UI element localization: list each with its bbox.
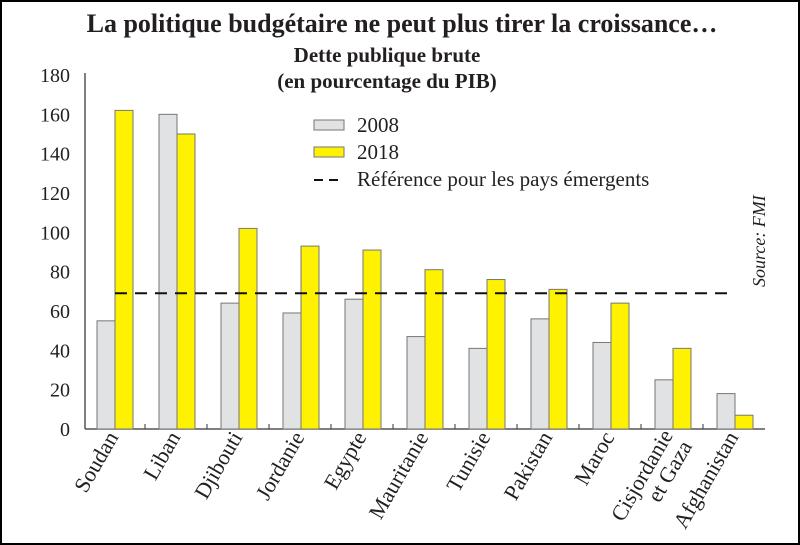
category-label-line: Egypte xyxy=(319,427,372,493)
category-label: Pakistan xyxy=(498,427,557,504)
category-label: Djibouti xyxy=(189,427,247,503)
bar-2018-maroc xyxy=(610,302,630,430)
category-label-line: Soudan xyxy=(69,427,124,497)
bar-2018-djibouti xyxy=(238,227,258,430)
chart-subtitle-line1: Dette publique brute xyxy=(294,43,481,67)
y-tick-label: 140 xyxy=(40,144,70,166)
bar-2018-cisjordanie xyxy=(672,347,692,430)
category-label-line: Liban xyxy=(138,427,185,484)
category-label: Mauritanie xyxy=(363,427,433,523)
category-label-line: Tunisie xyxy=(441,427,495,496)
category-label: Jordanie xyxy=(250,427,309,504)
bar-2018-mauritanie xyxy=(424,269,444,430)
category-label: Tunisie xyxy=(441,427,495,496)
y-tick-label: 40 xyxy=(50,340,70,362)
bar-2008-maroc xyxy=(592,341,612,430)
y-tick-label: 0 xyxy=(60,419,70,441)
y-tick-label: 120 xyxy=(40,183,70,205)
chart-title: La politique budgétaire ne peut plus tir… xyxy=(87,9,718,38)
source-note: Source: FMI xyxy=(749,194,769,287)
category-label: Soudan xyxy=(69,427,124,497)
legend-swatch-2008 xyxy=(313,119,345,131)
chart-subtitle-line2: (en pourcentage du PIB) xyxy=(277,69,497,93)
category-label-line: Maroc xyxy=(569,427,619,489)
category-label-line: Pakistan xyxy=(498,427,557,504)
legend-label-2008: 2008 xyxy=(357,113,399,137)
bar-2018-afghanistan xyxy=(734,414,754,430)
bar-2018-tunisie xyxy=(486,279,506,430)
bar-2008-djibouti xyxy=(220,302,240,430)
category-label-line: Mauritanie xyxy=(363,427,433,523)
category-label: Liban xyxy=(138,427,185,484)
y-tick-label: 80 xyxy=(50,262,70,284)
bar-2008-pakistan xyxy=(530,318,550,430)
y-tick-label: 180 xyxy=(40,65,70,87)
bar-2018-liban xyxy=(176,133,196,430)
y-tick-label: 20 xyxy=(50,380,70,402)
bar-2018-pakistan xyxy=(548,288,568,430)
y-tick-label: 60 xyxy=(50,301,70,323)
bar-2008-liban xyxy=(158,113,178,430)
bar-2018-egypte xyxy=(362,249,382,430)
bar-2008-cisjordanie xyxy=(654,379,674,430)
bar-2008-jordanie xyxy=(282,312,302,430)
legend-label-reference: Référence pour les pays émergents xyxy=(357,167,649,191)
bar-2008-afghanistan xyxy=(716,393,736,430)
category-label: Egypte xyxy=(319,427,372,493)
bar-2018-jordanie xyxy=(300,245,320,430)
bar-2008-tunisie xyxy=(468,347,488,430)
legend-swatch-2018 xyxy=(313,146,345,158)
category-label-line: Djibouti xyxy=(189,427,247,503)
bar-2018-soudan xyxy=(114,109,134,430)
category-label-line: Jordanie xyxy=(250,427,309,504)
bar-2008-mauritanie xyxy=(406,336,426,430)
y-tick-label: 160 xyxy=(40,104,70,126)
category-label: Maroc xyxy=(569,427,619,489)
bar-2008-egypte xyxy=(344,298,364,430)
legend-label-2018: 2018 xyxy=(357,140,399,164)
bar-2008-soudan xyxy=(96,320,116,430)
y-tick-label: 100 xyxy=(40,222,70,244)
